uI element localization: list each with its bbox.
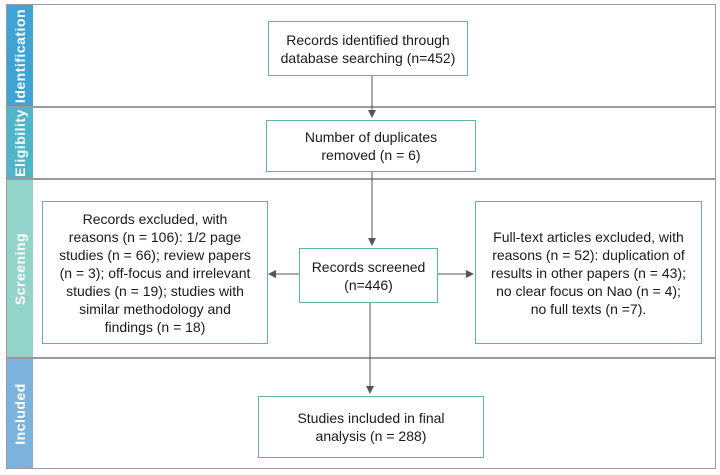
records-excluded-box: Records excluded, with reasons (n = 106)… — [42, 201, 268, 344]
included-tab: Included — [7, 359, 33, 468]
records-identified-box: Records identified through database sear… — [268, 21, 468, 76]
records-screened-box: Records screened (n=446) — [299, 248, 438, 303]
duplicates-removed-box: Number of duplicates removed (n = 6) — [266, 120, 476, 172]
eligibility-tab: Eligibility — [7, 108, 33, 178]
identification-tab: Identification — [7, 5, 33, 106]
studies-included-box: Studies included in final analysis (n = … — [258, 396, 484, 458]
screening-tab: Screening — [7, 180, 33, 357]
fulltext-excluded-box: Full-text articles excluded, with reason… — [475, 201, 702, 344]
